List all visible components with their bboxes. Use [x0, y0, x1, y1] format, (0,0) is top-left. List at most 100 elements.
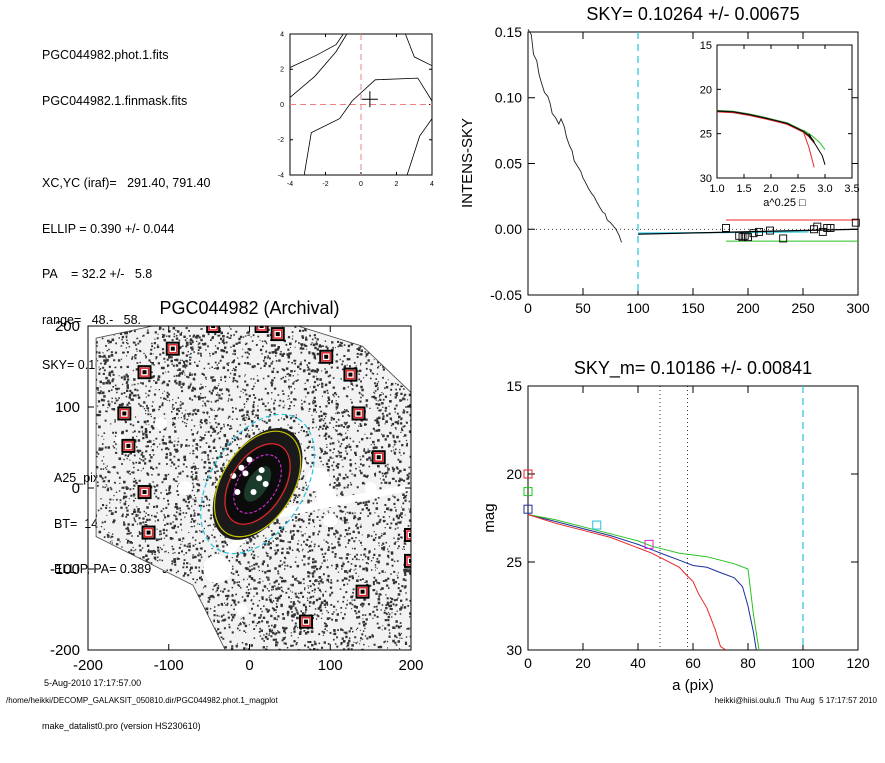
- sky-sample-marker: [851, 218, 860, 227]
- sky-profile-plot: 0 50 100 150 200 250 300 -0.05 0.00 0.05 0.10 0.15 S…: [459, 4, 870, 316]
- mask-marker-inner: [123, 441, 134, 451]
- y-tick-label: -4: [278, 172, 284, 179]
- sky-ylabel: INTENS-SKY: [459, 118, 476, 208]
- mask-marker-inner: [256, 326, 267, 331]
- y-tick-label: 0.15: [495, 24, 522, 40]
- contour-line: [289, 33, 348, 98]
- x-tick-label: 300: [846, 300, 870, 316]
- y-tick-label: 0.05: [495, 155, 522, 171]
- inset-y-tick-label: 25: [700, 129, 712, 141]
- mask-marker-core: [122, 411, 127, 416]
- mag-ylabel: mag: [481, 503, 498, 532]
- cyan-mag-marker: [592, 520, 602, 530]
- sky-black-line: [637, 228, 859, 235]
- mask-marker-inner: [345, 369, 356, 380]
- x-tick-label: -4: [287, 181, 293, 188]
- mask-marker-core: [275, 332, 280, 337]
- x-tick-label: 2: [395, 181, 399, 188]
- inset-y-tick-label: 30: [700, 173, 712, 185]
- inset-curve-red: [716, 111, 815, 144]
- mask-marker-core: [142, 370, 147, 375]
- mask-marker-core: [376, 455, 381, 460]
- mask-marker: [404, 527, 411, 542]
- x-tick-label: 60: [685, 655, 701, 671]
- inset-curve-black: [716, 110, 815, 143]
- x-tick-label: 150: [681, 300, 705, 316]
- inset-x-tick-label: 1.5: [736, 183, 751, 195]
- image-title: PGC044982 (Archival): [159, 298, 339, 318]
- x-tick-label: 0: [359, 181, 363, 188]
- mask-marker-core: [126, 443, 131, 448]
- green-mag-marker: [523, 487, 533, 497]
- y-tick-label: 0: [280, 102, 284, 109]
- yellow-isophote-ellipse: [213, 430, 302, 538]
- mask-marker-core: [304, 619, 309, 624]
- mask-marker-inner: [143, 527, 154, 538]
- red-mag-curve: [527, 514, 727, 651]
- galaxy-knot: [250, 489, 257, 496]
- sky-title: SKY= 0.10264 +/- 0.00675: [586, 4, 799, 24]
- footer-user: heikki@hiisi.oulu.fi Thu Aug 5 17:17:57 …: [714, 696, 877, 705]
- x-tick-label: 100: [791, 655, 815, 671]
- x-tick-label: 200: [398, 657, 423, 674]
- mask-marker: [254, 326, 269, 333]
- inset-y-tick-label: 15: [700, 40, 712, 52]
- cyan-isophote-ellipse: [200, 413, 316, 555]
- inset-black-tail: [808, 133, 826, 165]
- x-tick-label: -100: [154, 657, 184, 674]
- galaxy-knot: [246, 456, 253, 463]
- sky-sample-marker: [738, 233, 747, 242]
- galaxy-knot: [262, 480, 269, 487]
- y-tick-label: 0.10: [495, 90, 522, 106]
- x-tick-label: 0: [524, 300, 532, 316]
- sky-sample-marker: [749, 229, 758, 238]
- mask-marker-core: [348, 372, 353, 377]
- mask-marker-inner: [119, 408, 130, 419]
- center-line: XC,YC (iraf)= 291.40, 791.40: [42, 176, 211, 191]
- galaxy-image-plot: PGC044982 (Archival) -200 -100 0 100 200 -200 -…: [50, 298, 424, 674]
- figure-page: PGC044982.phot.1.fits PGC044982.1.finmas…: [6, 4, 877, 731]
- mask-marker: [404, 553, 411, 568]
- mask-file-line: PGC044982.1.finmask.fits: [42, 94, 188, 109]
- inset-xlabel: a^0.25 □: [763, 197, 806, 209]
- mag-title: SKY_m= 0.10186 +/- 0.00841: [574, 358, 812, 379]
- galaxy-body: [212, 428, 303, 540]
- inset-red-tail: [802, 131, 815, 168]
- mag-profile-plot: 0 20 40 60 80 100 120 15 20 25 30 SKY_m= 0.10186 +/…: [481, 358, 870, 694]
- x-tick-label: 0: [524, 655, 532, 671]
- inset-x-tick-label: 3.0: [817, 183, 832, 195]
- mask-marker-core: [146, 530, 151, 535]
- inset-green-tail: [803, 129, 826, 150]
- galaxy-knot: [256, 475, 263, 482]
- x-tick-label: 100: [318, 657, 343, 674]
- contour-line: [406, 118, 433, 176]
- inset-x-tick-label: 1.0: [709, 183, 724, 195]
- mask-marker-core: [360, 589, 365, 594]
- mask-marker-core: [211, 326, 216, 328]
- contour-line: [289, 33, 344, 68]
- sky-sample-marker: [766, 226, 774, 235]
- ellip-line: ELLIP = 0.390 +/- 0.044: [42, 221, 175, 236]
- range-line: range= 48.- 58.: [42, 312, 142, 327]
- mask-marker-inner: [139, 367, 150, 377]
- sky-sample-marker: [826, 223, 835, 232]
- contour-line: [405, 33, 433, 67]
- program-version: make_datalist0.pro (version HS230610): [42, 720, 201, 731]
- y-tick-label: -2: [278, 137, 284, 144]
- y-tick-label: -200: [50, 642, 80, 659]
- green-mag-curve: [527, 514, 760, 651]
- mask-marker-core: [356, 411, 361, 416]
- y-tick-label: 20: [506, 466, 522, 482]
- inset-x-tick-label: 3.5: [844, 183, 859, 195]
- timestamp: 5-Aug-2010 17:17:57.00: [44, 677, 142, 688]
- y-tick-label: 25: [506, 554, 522, 570]
- y-tick-label: 15: [506, 378, 522, 394]
- galaxy-knot: [238, 464, 245, 471]
- footer-path: /home/heikki/DECOMP_GALAKSIT_050810.dir/…: [6, 696, 278, 705]
- x-tick-label: -2: [322, 181, 328, 188]
- pa-line: PA = 32.2 +/- 5.8: [42, 267, 153, 282]
- mask-marker-core: [409, 558, 411, 563]
- x-tick-label: 80: [740, 655, 756, 671]
- galaxy-knot: [234, 489, 241, 496]
- red-isophote-ellipse: [224, 443, 291, 525]
